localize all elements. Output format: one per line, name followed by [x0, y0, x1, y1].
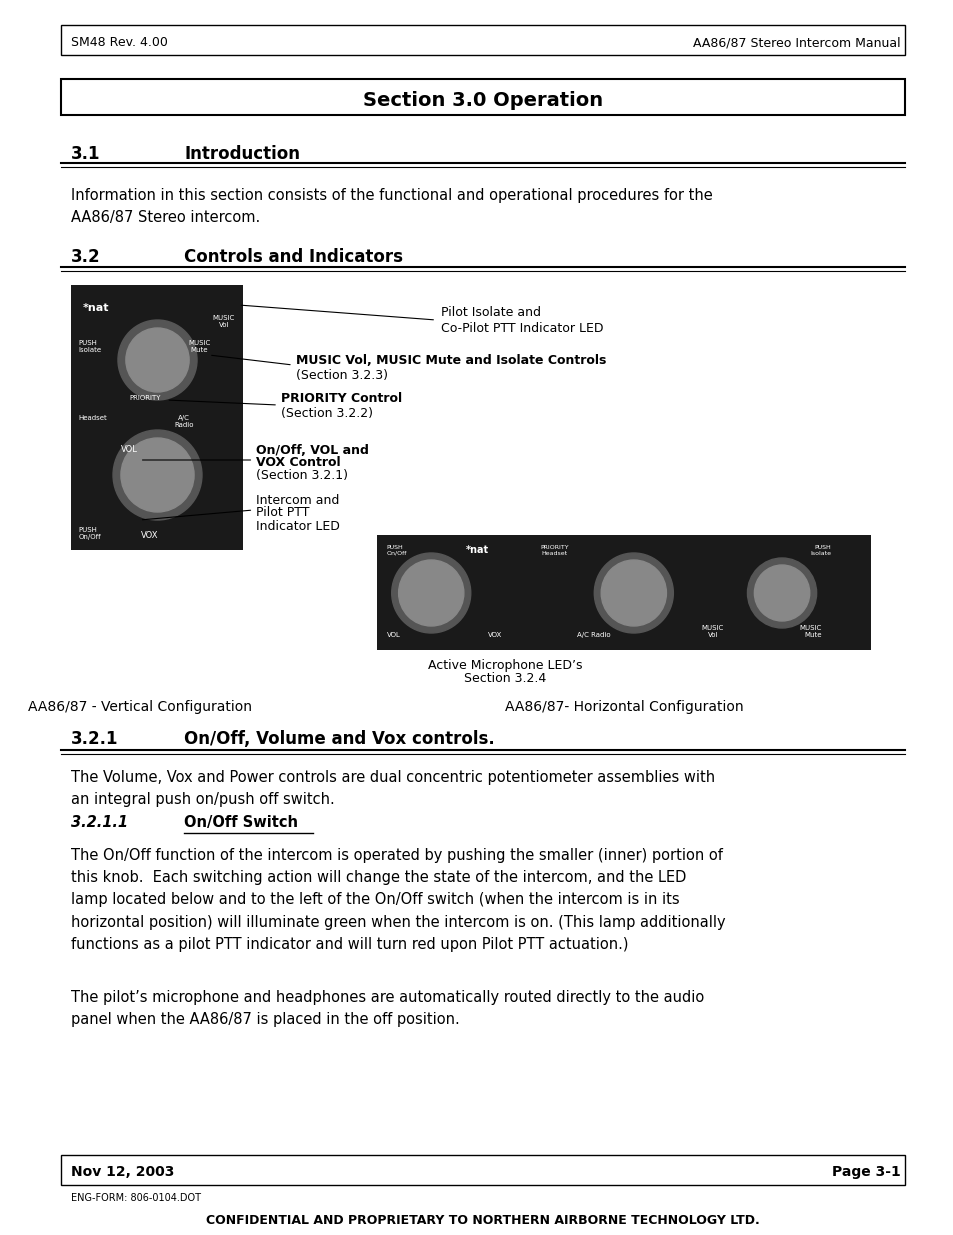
- Text: Section 3.2.4: Section 3.2.4: [464, 672, 546, 684]
- Circle shape: [126, 329, 189, 391]
- Text: VOX Control: VOX Control: [256, 457, 340, 469]
- Text: AA86/87 Stereo Intercom Manual: AA86/87 Stereo Intercom Manual: [692, 37, 900, 49]
- Text: On/Off Switch: On/Off Switch: [184, 815, 298, 830]
- Text: On/Off, Volume and Vox controls.: On/Off, Volume and Vox controls.: [184, 730, 495, 748]
- Text: PRIORITY Control: PRIORITY Control: [281, 391, 402, 405]
- Text: AA86/87- Horizontal Configuration: AA86/87- Horizontal Configuration: [504, 700, 742, 714]
- Circle shape: [398, 559, 463, 626]
- Text: Co-Pilot PTT Indicator LED: Co-Pilot PTT Indicator LED: [440, 321, 603, 335]
- Text: *nat: *nat: [465, 545, 489, 555]
- Text: MUSIC
Vol: MUSIC Vol: [213, 315, 234, 329]
- Text: MUSIC Vol, MUSIC Mute and Isolate Controls: MUSIC Vol, MUSIC Mute and Isolate Contro…: [295, 353, 605, 367]
- FancyBboxPatch shape: [71, 285, 243, 550]
- Text: Active Microphone LED’s: Active Microphone LED’s: [428, 658, 582, 672]
- FancyBboxPatch shape: [61, 25, 903, 56]
- Text: PUSH
On/Off: PUSH On/Off: [78, 527, 101, 540]
- Text: *nat: *nat: [82, 303, 109, 312]
- Text: SM48 Rev. 4.00: SM48 Rev. 4.00: [71, 37, 167, 49]
- Text: MUSIC
Mute: MUSIC Mute: [799, 625, 821, 638]
- Circle shape: [600, 559, 666, 626]
- Text: Headset: Headset: [78, 415, 107, 421]
- Text: Pilot PTT: Pilot PTT: [256, 506, 310, 520]
- Text: A/C
Radio: A/C Radio: [174, 415, 193, 429]
- Text: A/C Radio: A/C Radio: [577, 632, 611, 638]
- Text: AA86/87 - Vertical Configuration: AA86/87 - Vertical Configuration: [28, 700, 252, 714]
- Circle shape: [392, 553, 470, 634]
- Text: ENG-FORM: 806-0104.DOT: ENG-FORM: 806-0104.DOT: [71, 1193, 200, 1203]
- Text: Section 3.0 Operation: Section 3.0 Operation: [362, 90, 602, 110]
- Text: 3.1: 3.1: [71, 144, 100, 163]
- Text: CONFIDENTIAL AND PROPRIETARY TO NORTHERN AIRBORNE TECHNOLOGY LTD.: CONFIDENTIAL AND PROPRIETARY TO NORTHERN…: [206, 1214, 759, 1226]
- Text: Information in this section consists of the functional and operational procedure: Information in this section consists of …: [71, 188, 712, 225]
- Text: Indicator LED: Indicator LED: [256, 520, 340, 532]
- Text: The Volume, Vox and Power controls are dual concentric potentiometer assemblies : The Volume, Vox and Power controls are d…: [71, 769, 714, 808]
- Text: 3.2.1: 3.2.1: [71, 730, 118, 748]
- Circle shape: [121, 438, 193, 513]
- Circle shape: [754, 564, 809, 621]
- Text: Pilot Isolate and: Pilot Isolate and: [440, 305, 540, 319]
- FancyBboxPatch shape: [376, 535, 870, 650]
- Text: (Section 3.2.1): (Section 3.2.1): [256, 469, 348, 483]
- Text: PUSH
On/Off: PUSH On/Off: [386, 545, 407, 556]
- Text: 3.2.1.1: 3.2.1.1: [71, 815, 128, 830]
- Text: PRIORITY
Headset: PRIORITY Headset: [540, 545, 569, 556]
- Text: VOL: VOL: [386, 632, 400, 638]
- Text: (Section 3.2.2): (Section 3.2.2): [281, 406, 373, 420]
- Circle shape: [747, 558, 816, 629]
- Circle shape: [594, 553, 673, 634]
- Text: Controls and Indicators: Controls and Indicators: [184, 248, 403, 266]
- Text: 3.2: 3.2: [71, 248, 100, 266]
- Text: On/Off, VOL and: On/Off, VOL and: [256, 443, 369, 457]
- FancyBboxPatch shape: [61, 79, 903, 115]
- Text: MUSIC
Mute: MUSIC Mute: [188, 340, 210, 353]
- Text: Introduction: Introduction: [184, 144, 300, 163]
- Text: MUSIC
Vol: MUSIC Vol: [701, 625, 723, 638]
- Text: (Section 3.2.3): (Section 3.2.3): [295, 368, 388, 382]
- Circle shape: [112, 430, 202, 520]
- Text: Nov 12, 2003: Nov 12, 2003: [71, 1165, 173, 1179]
- Circle shape: [118, 320, 197, 400]
- Text: VOX: VOX: [141, 531, 158, 540]
- Text: PRIORITY: PRIORITY: [130, 395, 161, 401]
- FancyBboxPatch shape: [61, 1155, 903, 1186]
- Text: PUSH
Isolate: PUSH Isolate: [810, 545, 831, 556]
- Text: Intercom and: Intercom and: [256, 494, 339, 506]
- Text: Page 3-1: Page 3-1: [831, 1165, 900, 1179]
- Text: PUSH
Isolate: PUSH Isolate: [78, 340, 101, 353]
- Text: The pilot’s microphone and headphones are automatically routed directly to the a: The pilot’s microphone and headphones ar…: [71, 990, 703, 1028]
- Text: VOX: VOX: [488, 632, 502, 638]
- Text: The On/Off function of the intercom is operated by pushing the smaller (inner) p: The On/Off function of the intercom is o…: [71, 848, 724, 952]
- Text: VOL: VOL: [121, 445, 138, 454]
